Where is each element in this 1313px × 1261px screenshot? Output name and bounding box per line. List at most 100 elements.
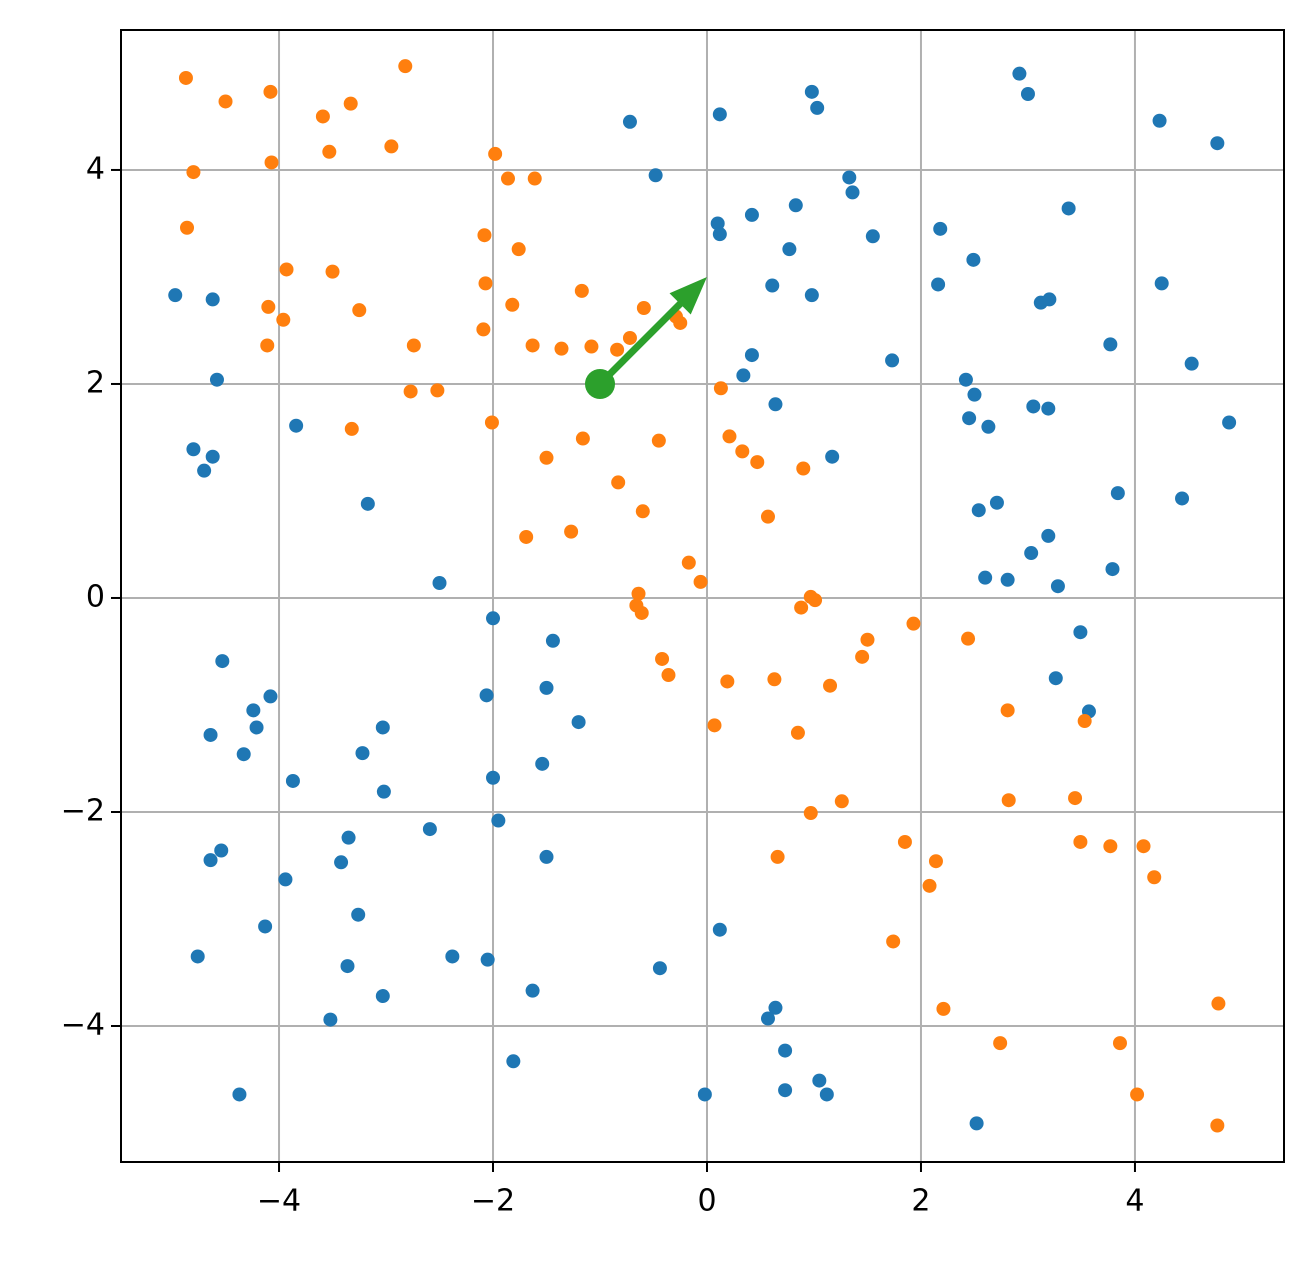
scatter-point [1103,337,1118,352]
scatter-point [1050,579,1065,594]
scatter-point [622,330,637,345]
scatter-point [812,1073,827,1088]
scatter-point [760,509,775,524]
scatter-point [971,503,986,518]
scatter-point [693,574,708,589]
scatter-point [842,170,857,185]
scatter-point [478,276,493,291]
scatter-point [285,773,300,788]
scatter-point [214,843,229,858]
scatter-point [1210,1118,1225,1133]
scatter-point [260,338,275,353]
scatter-point [1110,486,1125,501]
scatter-point [845,185,860,200]
scatter-point [1077,714,1092,729]
scatter-point [375,989,390,1004]
scatter-point [186,442,201,457]
scatter-point [1048,671,1063,686]
y-tick-label: 0 [86,579,105,614]
scatter-point [236,747,251,762]
scatter-point [648,168,663,183]
scatter-point [855,649,870,664]
scatter-point [810,100,825,115]
scatter-point [545,633,560,648]
scatter-point [375,720,390,735]
scatter-point [506,1054,521,1069]
scatter-point [1061,201,1076,216]
scatter-point [865,229,880,244]
scatter-point [790,725,805,740]
scatter-point [486,770,501,785]
scatter-point [712,227,727,242]
scatter-point [993,1036,1008,1051]
scatter-point [710,216,725,231]
scatter-point [720,674,735,689]
scatter-point [808,593,823,608]
scatter-point [554,341,569,356]
scatter-point [961,631,976,646]
scatter-point [750,455,765,470]
scatter-point [477,228,492,243]
scatter-point [539,849,554,864]
scatter-point [1152,113,1167,128]
scatter-point [804,84,819,99]
scatter-point [264,155,279,170]
scatter-point [661,668,676,683]
scatter-point [432,575,447,590]
scatter-point [655,651,670,666]
scatter-point [1042,292,1057,307]
y-tick-label: −2 [61,793,105,828]
scatter-point [782,242,797,257]
scatter-point [1000,703,1015,718]
scatter-point [744,207,759,222]
scatter-point [1210,136,1225,151]
scatter-point [823,678,838,693]
scatter-point [796,461,811,476]
scatter-point [707,718,722,733]
scatter-point [1012,66,1027,81]
scatter-point [488,146,503,161]
scatter-point [525,983,540,998]
scatter-point [203,727,218,742]
scatter-point [278,872,293,887]
scatter-point [651,433,666,448]
scatter-point [491,813,506,828]
scatter-point [1001,793,1016,808]
scatter-point [931,277,946,292]
scatter-point [263,689,278,704]
scatter-point [527,171,542,186]
scatter-point [564,524,579,539]
scatter-point [834,794,849,809]
grid [121,30,1284,1162]
scatter-point [539,680,554,695]
scatter-point [722,429,737,444]
scatter-point [652,961,667,976]
scatter-point [928,854,943,869]
scatter-point [1024,546,1039,561]
scatter-point [1136,839,1151,854]
scatter-point [958,372,973,387]
scatter-point [989,495,1004,510]
scatter-point [933,221,948,236]
scatter-point [344,421,359,436]
scatter-point [610,342,625,357]
scatter-point [819,1087,834,1102]
scatter-point [1026,399,1041,414]
scatter-point [967,387,982,402]
scatter-point [325,264,340,279]
scatter-point [981,419,996,434]
scatter-point [476,322,491,337]
scatter-point [1154,276,1169,291]
arrow-origin [585,368,616,399]
scatter-point [804,288,819,303]
scatter-point [232,1087,247,1102]
scatter-point [322,144,337,159]
plot-area [168,59,1237,1133]
scatter-point [936,1001,951,1016]
scatter-point [1000,572,1015,587]
axes-frame [120,29,1285,1163]
scatter-point [486,611,501,626]
scatter-point [384,139,399,154]
scatter-point [1222,415,1237,430]
